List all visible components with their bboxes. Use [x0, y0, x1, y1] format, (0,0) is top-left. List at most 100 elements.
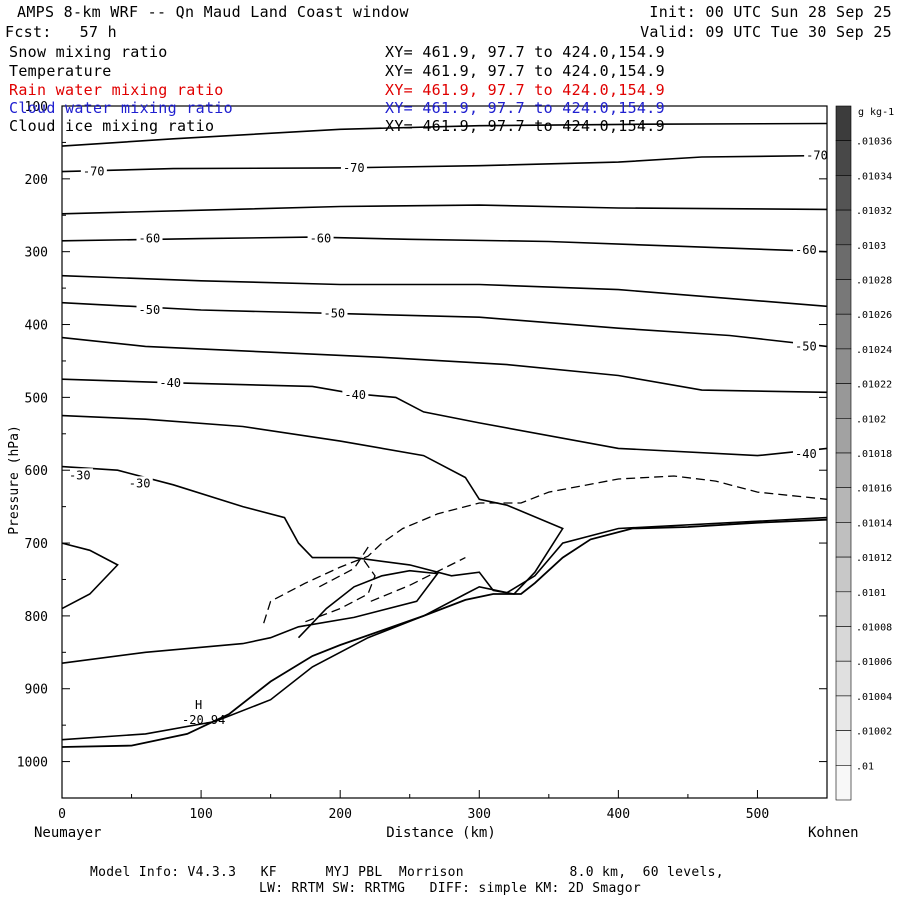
contour-label-bg: [157, 375, 184, 389]
temperature-contour: [61, 204, 828, 215]
colorbar-tick-label: .01004: [856, 692, 892, 703]
colorbar-swatch: [835, 140, 852, 176]
contour-label: -70: [83, 165, 105, 179]
high-value: -20.94: [182, 713, 225, 727]
contour-label-bg: [793, 243, 820, 257]
colorbar-swatch: [835, 209, 852, 246]
contour-label-bg: [80, 164, 107, 178]
snow-mixing-contour: [305, 555, 376, 623]
x-endpoint-left: Neumayer: [34, 825, 101, 841]
colorbar: .01036 .01034 .01032 .0103 .01028 .01026 .0102…: [835, 105, 892, 801]
snow-contours: [263, 475, 828, 624]
colorbar-swatch: [835, 244, 852, 280]
colorbar-tick-label: .01008: [856, 623, 892, 634]
colorbar-swatch: [835, 105, 852, 142]
colorbar-swatch: [835, 764, 852, 801]
contour-label-bg: [307, 231, 334, 245]
colorbar-tick-label: .01036: [856, 137, 892, 148]
valid-time: Valid: 09 UTC Tue 30 Sep 25: [640, 23, 892, 41]
contour-label-bg: [321, 306, 348, 320]
contour-label-bg: [342, 388, 369, 402]
colorbar-tick-label: .01032: [856, 206, 892, 217]
temperature-contour: [61, 336, 828, 394]
colorbar-swatch: [835, 556, 852, 593]
contour-label-bg: [136, 231, 163, 245]
snow-mixing-contour: [263, 475, 828, 624]
temperature-contour: [61, 154, 828, 173]
field-xy: XY= 461.9, 97.7 to 424.0,154.9: [385, 62, 665, 80]
contour-label-bg: [136, 302, 163, 316]
y-tick-label: 400: [25, 319, 48, 334]
contour-label-bg: [66, 468, 93, 482]
field-name: Temperature: [9, 62, 112, 80]
colorbar-tick-label: .01024: [856, 345, 892, 356]
y-tick-label: 300: [25, 246, 48, 261]
x-tick-label: 400: [607, 807, 630, 822]
contour-label-bg: [804, 148, 831, 162]
contour-label: -40: [159, 376, 181, 390]
forecast-hour: Fcst: 57 h: [5, 23, 117, 41]
colorbar-tick-label: .01016: [856, 484, 892, 495]
y-axis-label: Pressure (hPa): [7, 425, 22, 535]
colorbar-unit: g kg-1: [858, 107, 894, 118]
contour-label: -50: [323, 307, 345, 321]
colorbar-tick-label: .0101: [856, 588, 886, 599]
field-xy: XY= 461.9, 97.7 to 424.0,154.9: [385, 99, 665, 117]
field-name: Rain water mixing ratio: [9, 81, 224, 99]
y-tick-label: 600: [25, 464, 48, 479]
x-tick-label: 500: [746, 807, 769, 822]
contour-label: -40: [795, 447, 817, 461]
colorbar-tick-label: .01026: [856, 310, 892, 321]
contour-label: -40: [344, 388, 366, 402]
colorbar-tick-label: .01002: [856, 727, 892, 738]
terrain-surface: [61, 518, 828, 748]
colorbar-swatch: [835, 660, 852, 697]
contour-label: -50: [139, 303, 161, 317]
colorbar-swatch: [835, 695, 852, 731]
colorbar-tick-label: .0103: [856, 241, 886, 252]
high-marker: H -20.94: [182, 698, 225, 727]
field-xy: XY= 461.9, 97.7 to 424.0,154.9: [385, 117, 665, 135]
field-name: Cloud water mixing ratio: [9, 99, 233, 117]
temperature-contour: [61, 274, 828, 308]
field-xy: XY= 461.9, 97.7 to 424.0,154.9: [385, 43, 665, 61]
contour-label: -60: [795, 243, 817, 257]
colorbar-tick-label: .01028: [856, 276, 892, 287]
contour-label: -30: [129, 476, 151, 490]
x-tick-label: 200: [328, 807, 351, 822]
contour-label: -50: [795, 339, 817, 353]
x-tick-label: 300: [468, 807, 491, 822]
colorbar-tick-label: .01: [856, 761, 874, 772]
contour-label: -70: [343, 161, 365, 175]
init-time: Init: 00 UTC Sun 28 Sep 25: [649, 3, 892, 21]
contour-label-bg: [340, 160, 367, 174]
y-tick-label: 100: [25, 100, 48, 115]
colorbar-swatch: [835, 348, 852, 384]
colorbar-swatch: [835, 279, 852, 315]
colorbar-swatch: [835, 313, 852, 350]
x-axis: 0 100 200 300 400 500: [58, 790, 769, 822]
y-tick-label: 800: [25, 610, 48, 625]
colorbar-swatch: [835, 175, 852, 211]
x-tick-label: 0: [58, 807, 66, 822]
contour-label-bg: [126, 476, 153, 490]
contour-label: -60: [139, 232, 161, 246]
colorbar-tick-label: .01012: [856, 553, 892, 564]
temperature-contour: [61, 414, 564, 595]
temperature-contour: [61, 378, 828, 457]
temperature-contour: [61, 236, 828, 253]
colorbar-tick-label: .0102: [856, 414, 886, 425]
y-tick-label: 900: [25, 683, 48, 698]
x-endpoint-right: Kohnen: [808, 825, 859, 841]
y-axis: 100 200 300 400 500 600 700 800 900 1000: [17, 100, 827, 799]
colorbar-swatch: [835, 487, 852, 523]
colorbar-tick-label: .01006: [856, 657, 892, 668]
model-info-line2: LW: RRTM SW: RRTMG DIFF: simple KM: 2D S…: [259, 881, 641, 896]
colorbar-swatch: [835, 626, 852, 662]
colorbar-swatch: [835, 591, 852, 627]
temperature-contours: [61, 122, 828, 741]
temperature-contour: [61, 542, 119, 610]
colorbar-swatch: [835, 383, 852, 419]
snow-mixing-contour: [370, 557, 466, 602]
